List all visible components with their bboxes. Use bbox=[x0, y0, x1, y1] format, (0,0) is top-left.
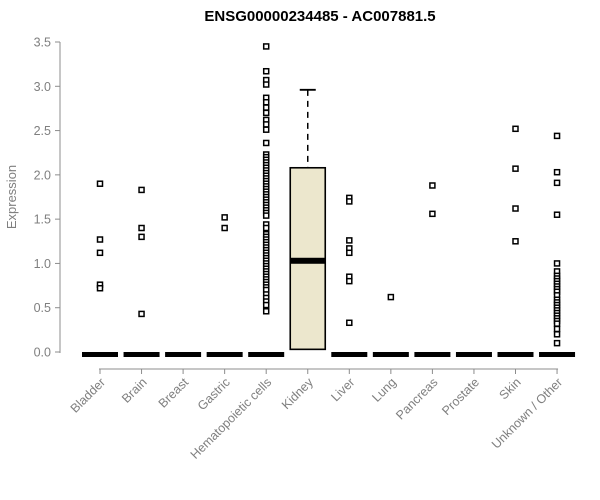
data-point bbox=[138, 224, 145, 232]
y-tick-label: 2.5 bbox=[34, 124, 51, 138]
data-point bbox=[221, 214, 228, 221]
data-point bbox=[346, 277, 353, 285]
data-point bbox=[262, 81, 270, 88]
y-tick-label: 0.0 bbox=[34, 346, 51, 360]
data-point bbox=[262, 301, 270, 309]
data-point bbox=[553, 320, 561, 327]
data-point bbox=[553, 339, 561, 347]
y-tick-label: 1.0 bbox=[34, 257, 51, 271]
x-tick-label: Brain bbox=[119, 375, 150, 406]
data-point bbox=[262, 98, 270, 106]
data-point bbox=[553, 179, 561, 187]
data-point bbox=[262, 224, 270, 232]
x-tick-label: Bladder bbox=[68, 375, 108, 415]
data-point bbox=[429, 210, 436, 218]
x-tick-label: Breast bbox=[156, 375, 192, 411]
data-point bbox=[138, 233, 145, 241]
zero-median-bar bbox=[248, 352, 285, 357]
zero-median-bar bbox=[123, 352, 160, 357]
data-point bbox=[262, 109, 270, 117]
x-tick-label: Skin bbox=[497, 375, 524, 402]
data-point bbox=[346, 319, 353, 327]
median-line bbox=[290, 257, 326, 264]
data-point bbox=[512, 125, 519, 133]
data-point bbox=[262, 308, 270, 315]
zero-median-bar bbox=[497, 352, 534, 357]
data-point bbox=[262, 43, 270, 50]
data-point bbox=[96, 249, 104, 257]
data-point bbox=[262, 67, 270, 75]
data-point bbox=[96, 180, 104, 187]
data-point bbox=[138, 310, 145, 318]
x-tick-label: Gastric bbox=[195, 375, 233, 413]
x-tick-label: Hematopoietic cells bbox=[188, 375, 275, 462]
data-point bbox=[262, 212, 270, 219]
data-point bbox=[553, 331, 561, 338]
data-point bbox=[138, 186, 145, 194]
data-point bbox=[96, 236, 104, 243]
zero-median-bar bbox=[372, 352, 409, 357]
x-tick-label: Lung bbox=[369, 375, 399, 405]
data-point bbox=[512, 238, 519, 245]
data-point bbox=[346, 249, 353, 257]
data-point bbox=[221, 224, 228, 232]
chart-title: ENSG00000234485 - AC007881.5 bbox=[204, 8, 436, 25]
y-tick-label: 3.0 bbox=[34, 80, 51, 94]
data-point bbox=[346, 198, 353, 205]
zero-median-bar bbox=[82, 352, 118, 357]
zero-median-bar bbox=[206, 352, 243, 357]
data-point bbox=[262, 139, 270, 147]
x-tick-label: Prostate bbox=[439, 375, 482, 418]
data-point bbox=[262, 121, 270, 128]
data-point bbox=[553, 168, 561, 176]
y-tick-label: 0.5 bbox=[34, 301, 51, 315]
data-point bbox=[553, 132, 561, 140]
data-point bbox=[346, 237, 353, 244]
zero-median-bar bbox=[539, 352, 576, 357]
data-point bbox=[512, 165, 519, 172]
data-point bbox=[387, 293, 395, 301]
data-point bbox=[512, 205, 519, 212]
data-point bbox=[262, 126, 270, 133]
data-point bbox=[429, 182, 436, 189]
y-tick-label: 1.5 bbox=[34, 213, 51, 227]
zero-median-bar bbox=[414, 352, 451, 357]
data-point bbox=[96, 284, 104, 292]
data-point bbox=[553, 260, 561, 267]
y-tick-label: 3.5 bbox=[34, 36, 51, 50]
zero-median-bar bbox=[331, 352, 368, 357]
zero-median-bar bbox=[455, 352, 492, 357]
x-tick-label: Unknown / Other bbox=[489, 375, 565, 451]
data-point bbox=[262, 104, 270, 111]
data-point bbox=[553, 211, 561, 218]
x-tick-label: Pancreas bbox=[393, 375, 440, 422]
zero-median-bar bbox=[165, 352, 202, 357]
data-point bbox=[553, 325, 561, 333]
y-tick-label: 2.0 bbox=[34, 168, 51, 182]
x-tick-label: Liver bbox=[328, 375, 357, 404]
x-tick-label: Kidney bbox=[279, 375, 316, 412]
